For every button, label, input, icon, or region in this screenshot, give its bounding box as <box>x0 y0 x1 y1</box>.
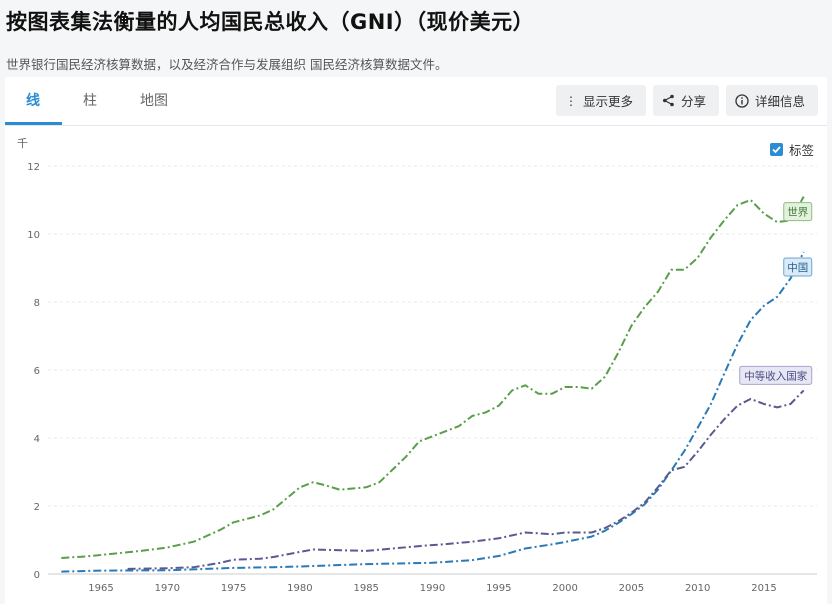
details-button[interactable]: 详细信息 <box>726 85 818 116</box>
series-label-0: 世界 <box>787 207 808 219</box>
x-tick-label-1995: 1995 <box>486 583 511 594</box>
x-tick-label-2000: 2000 <box>552 583 577 594</box>
series-label-1: 中国 <box>787 261 808 274</box>
share-label: 分享 <box>681 94 707 109</box>
details-label: 详细信息 <box>755 94 806 109</box>
x-tick-label-1990: 1990 <box>420 583 445 594</box>
y-tick-label-12: 12 <box>27 162 40 173</box>
x-tick-label-1965: 1965 <box>88 583 113 594</box>
checkmark-icon <box>772 146 781 154</box>
view-tabs: 线 柱 地图 ⋮ 显示更多 分享 详细信息 <box>5 77 827 126</box>
show-more-label: 显示更多 <box>583 94 634 109</box>
y-tick-label-4: 4 <box>34 434 40 445</box>
x-tick-label-1970: 1970 <box>155 583 180 594</box>
tab-bar[interactable]: 柱 <box>83 93 97 109</box>
page-title: 按图表集法衡量的人均国民总收入（GNI）（现价美元） <box>6 10 535 34</box>
x-tick-label-2005: 2005 <box>619 583 644 594</box>
y-tick-label-6: 6 <box>34 366 40 377</box>
x-tick-label-2010: 2010 <box>685 583 710 594</box>
y-tick-label-10: 10 <box>27 230 40 241</box>
x-tick-label-2015: 2015 <box>751 583 776 594</box>
show-more-button[interactable]: ⋮ 显示更多 <box>556 85 646 116</box>
tab-map[interactable]: 地图 <box>140 93 168 109</box>
chart-panel: 线 柱 地图 ⋮ 显示更多 分享 详细信息 千 标签 0 2 4 6 8 10 12 1965… <box>5 77 827 604</box>
y-tick-label-8: 8 <box>34 298 40 309</box>
x-tick-label-1985: 1985 <box>353 583 378 594</box>
y-tick-label-0: 0 <box>34 570 40 581</box>
labels-checkbox[interactable] <box>770 143 783 156</box>
series-label-box-1 <box>783 257 813 277</box>
series-label-box-2 <box>739 365 813 385</box>
y-tick-label-2: 2 <box>34 502 40 513</box>
share-icon <box>662 94 675 107</box>
series-label-2: 中等收入国家 <box>744 369 807 382</box>
y-axis-unit: 千 <box>17 137 28 150</box>
series-line-1 <box>61 251 805 573</box>
tab-line[interactable]: 线 <box>26 93 40 109</box>
labels-toggle-label: 标签 <box>789 143 815 158</box>
series-label-box-0 <box>783 202 813 222</box>
more-vertical-icon: ⋮ <box>565 93 577 108</box>
series-line-0 <box>61 196 805 559</box>
line-chart: 0 2 4 6 8 10 12 1965 1970 1975 1980 1985 1990 1995 200… <box>27 162 817 594</box>
page-subtitle: 世界银行国民经济核算数据，以及经济合作与发展组织 国民经济核算数据文件。 <box>6 57 448 72</box>
x-tick-label-1980: 1980 <box>287 583 312 594</box>
info-icon <box>735 93 749 108</box>
series-line-2 <box>127 389 805 570</box>
active-tab-indicator <box>5 122 62 125</box>
x-tick-label-1975: 1975 <box>221 583 246 594</box>
share-button[interactable]: 分享 <box>653 85 719 116</box>
labels-toggle[interactable]: 标签 <box>770 140 814 159</box>
